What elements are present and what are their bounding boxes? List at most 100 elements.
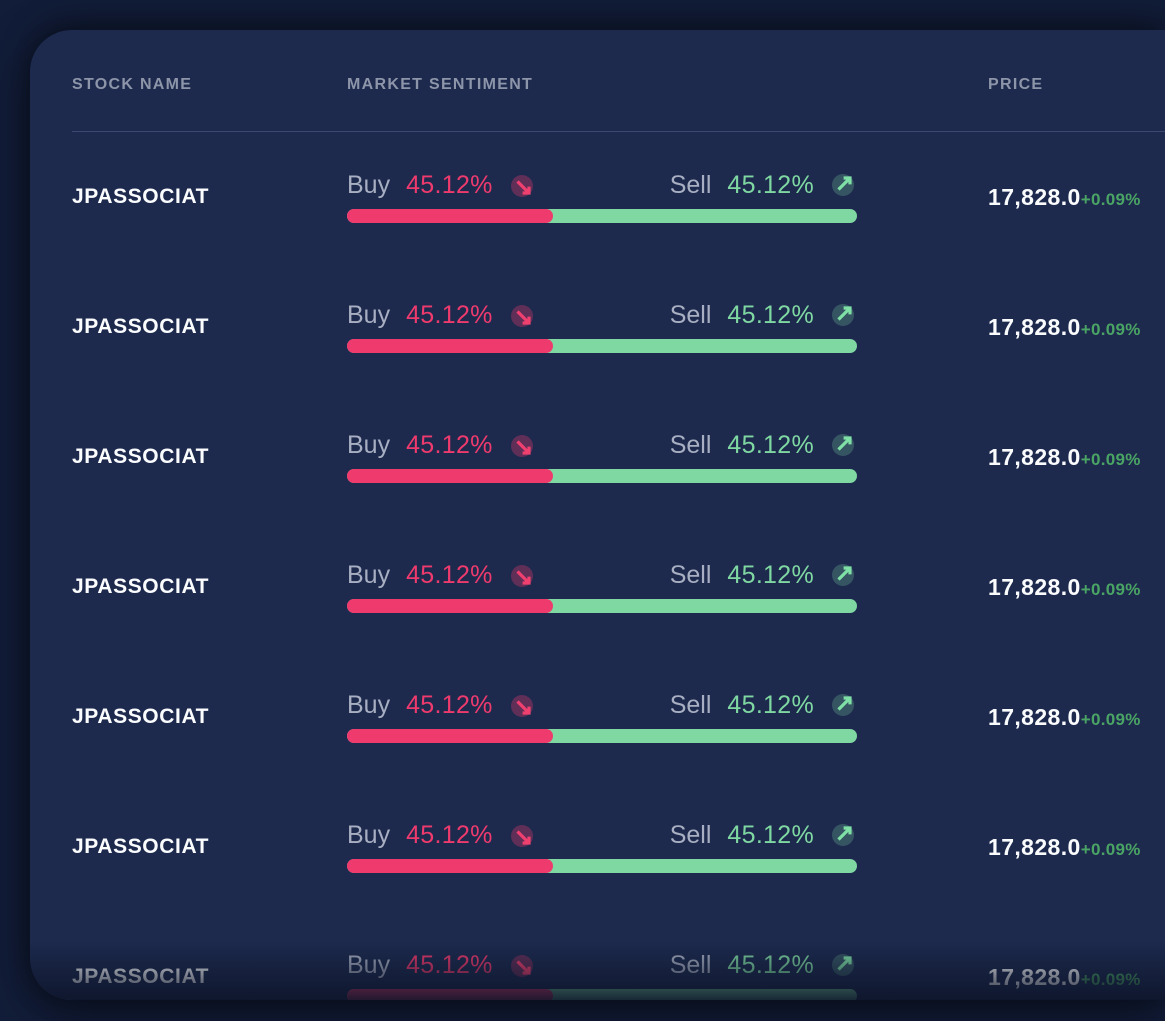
- sell-group: Sell 45.12%: [670, 691, 857, 720]
- buy-label: Buy: [347, 951, 391, 979]
- sell-percent: 45.12%: [727, 951, 814, 979]
- sentiment-cell: Buy 45.12% Sell 45.12%: [347, 171, 857, 223]
- price-value: 17,828.0: [988, 573, 1081, 600]
- sentiment-bar-buy: [347, 859, 554, 873]
- sentiment-bar-buy: [347, 209, 554, 223]
- arrow-down-right-icon: [510, 175, 533, 197]
- sentiment-cell: Buy 45.12% Sell 45.12%: [347, 691, 857, 743]
- buy-percent: 45.12%: [406, 431, 493, 459]
- sentiment-cell: Buy 45.12% Sell 45.12%: [347, 821, 857, 873]
- price-cell: 17,828.0+0.09%: [988, 964, 1165, 991]
- price-change: +0.09%: [1080, 709, 1141, 729]
- sentiment-bar: [347, 729, 857, 743]
- sell-label: Sell: [669, 431, 712, 459]
- stock-name: JPASSOCIAT: [72, 445, 210, 468]
- arrow-up-right-icon: [832, 824, 854, 846]
- sell-percent: 45.12%: [727, 431, 814, 459]
- sentiment-bar: [347, 599, 857, 613]
- price-change: +0.09%: [1080, 189, 1141, 209]
- arrow-down-right-icon: [510, 305, 533, 327]
- price-value: 17,828.0: [988, 443, 1081, 470]
- sentiment-labels: Buy 45.12% Sell 45.12%: [347, 691, 857, 720]
- sell-percent: 45.12%: [727, 561, 814, 589]
- sell-group: Sell 45.12%: [670, 951, 857, 980]
- arrow-up-right-icon: [832, 304, 854, 326]
- sentiment-cell: Buy 45.12% Sell 45.12%: [347, 431, 857, 483]
- arrow-down-right-icon: [510, 565, 533, 587]
- stock-name: JPASSOCIAT: [72, 575, 210, 598]
- buy-label: Buy: [347, 561, 391, 589]
- header-divider: [72, 131, 1165, 132]
- arrow-up-right-icon: [832, 434, 854, 456]
- stock-name: JPASSOCIAT: [72, 315, 210, 338]
- sell-percent: 45.12%: [727, 821, 814, 849]
- sentiment-bar: [347, 859, 857, 873]
- sentiment-bar-buy: [347, 599, 554, 613]
- sentiment-labels: Buy 45.12% Sell 45.12%: [347, 821, 857, 850]
- buy-group: Buy 45.12%: [347, 301, 536, 330]
- sentiment-bar-buy: [347, 989, 554, 1000]
- sell-percent: 45.12%: [727, 301, 814, 329]
- sell-group: Sell 45.12%: [670, 561, 857, 590]
- sentiment-labels: Buy 45.12% Sell 45.12%: [347, 301, 857, 330]
- sell-label: Sell: [669, 821, 712, 849]
- sentiment-cell: Buy 45.12% Sell 45.12%: [347, 561, 857, 613]
- buy-group: Buy 45.12%: [347, 821, 536, 850]
- buy-percent: 45.12%: [406, 171, 493, 199]
- arrow-down-right-icon: [510, 825, 533, 847]
- stock-sentiment-card: STOCK NAME MARKET SENTIMENT PRICE JPASSO…: [30, 30, 1165, 1000]
- price-cell: 17,828.0+0.09%: [988, 184, 1165, 211]
- buy-percent: 45.12%: [406, 691, 493, 719]
- table-row[interactable]: JPASSOCIAT Buy 45.12% Sell 45.12%: [30, 782, 1165, 912]
- price-value: 17,828.0: [988, 833, 1081, 860]
- table-header: STOCK NAME MARKET SENTIMENT PRICE: [30, 30, 1165, 94]
- table-row[interactable]: JPASSOCIAT Buy 45.12% Sell 45.12%: [30, 262, 1165, 392]
- sentiment-labels: Buy 45.12% Sell 45.12%: [347, 171, 857, 200]
- buy-percent: 45.12%: [406, 561, 493, 589]
- price-value: 17,828.0: [988, 963, 1081, 990]
- sentiment-cell: Buy 45.12% Sell 45.12%: [347, 301, 857, 353]
- price-value: 17,828.0: [988, 183, 1081, 210]
- buy-group: Buy 45.12%: [347, 561, 536, 590]
- column-header-price: PRICE: [988, 76, 1044, 93]
- buy-group: Buy 45.12%: [347, 951, 536, 980]
- sentiment-bar: [347, 469, 857, 483]
- arrow-up-right-icon: [832, 174, 854, 196]
- price-change: +0.09%: [1080, 449, 1141, 469]
- sentiment-labels: Buy 45.12% Sell 45.12%: [347, 951, 857, 980]
- buy-group: Buy 45.12%: [347, 171, 536, 200]
- sentiment-cell: Buy 45.12% Sell 45.12%: [347, 951, 857, 1000]
- sell-group: Sell 45.12%: [670, 171, 857, 200]
- sentiment-labels: Buy 45.12% Sell 45.12%: [347, 561, 857, 590]
- buy-percent: 45.12%: [406, 821, 493, 849]
- sell-label: Sell: [669, 691, 712, 719]
- price-cell: 17,828.0+0.09%: [988, 704, 1165, 731]
- sell-group: Sell 45.12%: [670, 301, 857, 330]
- table-row[interactable]: JPASSOCIAT Buy 45.12% Sell 45.12%: [30, 912, 1165, 1000]
- stock-name: JPASSOCIAT: [72, 835, 210, 858]
- table-row[interactable]: JPASSOCIAT Buy 45.12% Sell 45.12%: [30, 652, 1165, 782]
- stock-name: JPASSOCIAT: [72, 965, 210, 988]
- arrow-up-right-icon: [832, 564, 854, 586]
- buy-label: Buy: [347, 171, 391, 199]
- stock-name: JPASSOCIAT: [72, 705, 210, 728]
- table-row[interactable]: JPASSOCIAT Buy 45.12% Sell 45.12%: [30, 522, 1165, 652]
- sentiment-bar: [347, 209, 857, 223]
- buy-group: Buy 45.12%: [347, 691, 536, 720]
- buy-label: Buy: [347, 691, 391, 719]
- sentiment-bar: [347, 339, 857, 353]
- sell-percent: 45.12%: [727, 691, 814, 719]
- table-body: JPASSOCIAT Buy 45.12% Sell 45.12%: [30, 132, 1165, 1000]
- sentiment-bar-buy: [347, 339, 554, 353]
- buy-label: Buy: [347, 431, 391, 459]
- column-header-stock-name: STOCK NAME: [72, 76, 193, 93]
- sentiment-bar: [347, 989, 857, 1000]
- sentiment-bar-buy: [347, 469, 554, 483]
- price-change: +0.09%: [1080, 839, 1141, 859]
- table-row[interactable]: JPASSOCIAT Buy 45.12% Sell 45.12%: [30, 392, 1165, 522]
- table-row[interactable]: JPASSOCIAT Buy 45.12% Sell 45.12%: [30, 132, 1165, 262]
- arrow-up-right-icon: [832, 694, 854, 716]
- buy-percent: 45.12%: [406, 951, 493, 979]
- sentiment-labels: Buy 45.12% Sell 45.12%: [347, 431, 857, 460]
- sentiment-bar-buy: [347, 729, 554, 743]
